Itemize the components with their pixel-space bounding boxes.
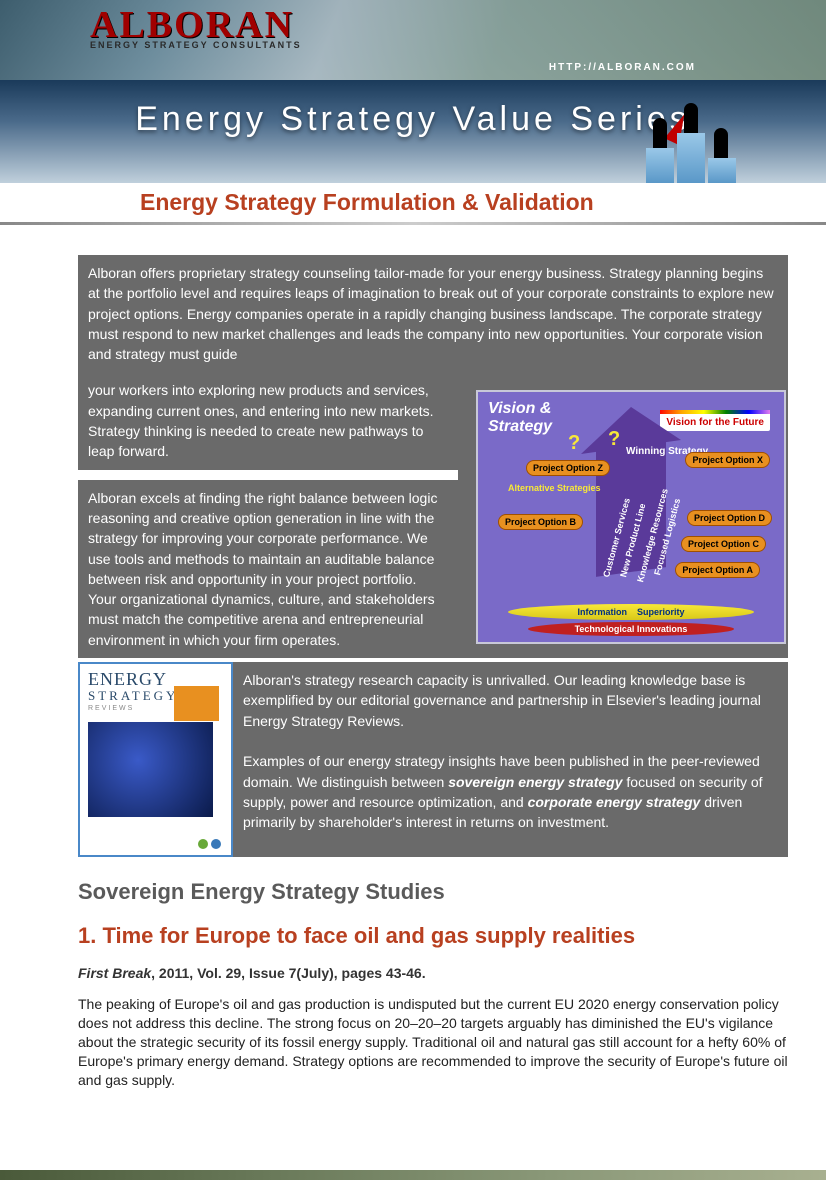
- journal-dots-icon: [198, 839, 221, 849]
- logo-tagline: ENERGY STRATEGY CONSULTANTS: [90, 40, 302, 50]
- project-option-z: Project Option Z: [526, 460, 610, 476]
- logo-text: ALBORAN: [90, 8, 302, 42]
- sovereign-strategy-em: sovereign energy strategy: [448, 774, 622, 790]
- content-area: Alboran offers proprietary strategy coun…: [0, 225, 826, 1120]
- info-superiority-band: Information Superiority: [508, 604, 754, 620]
- project-option-c: Project Option C: [681, 536, 766, 552]
- project-option-b: Project Option B: [498, 514, 583, 530]
- globe-image: [88, 722, 213, 817]
- article-citation: First Break, 2011, Vol. 29, Issue 7(July…: [78, 965, 788, 981]
- body-paragraph-1: your workers into exploring new products…: [78, 372, 458, 469]
- site-url: HTTP://ALBORAN.COM: [549, 62, 696, 73]
- alt-strategies-label: Alternative Strategies: [508, 484, 601, 493]
- footer-strip: [0, 1170, 826, 1180]
- subtitle-bar: Energy Strategy Formulation & Validation: [0, 183, 826, 225]
- article-abstract: The peaking of Europe's oil and gas prod…: [78, 995, 788, 1089]
- podium-graphic: [616, 113, 776, 183]
- corporate-strategy-em: corporate energy strategy: [528, 794, 701, 810]
- project-option-a: Project Option A: [675, 562, 760, 578]
- studies-heading: Sovereign Energy Strategy Studies: [78, 879, 788, 905]
- diagram-title: Vision &Strategy: [488, 400, 552, 435]
- question-mark-icon: ?: [608, 428, 620, 451]
- tech-innovations-band: Technological Innovations: [528, 622, 734, 636]
- journal-accent-block: [174, 686, 219, 721]
- question-mark-icon: ?: [568, 432, 580, 455]
- logo: ALBORAN ENERGY STRATEGY CONSULTANTS: [90, 8, 302, 50]
- journal-cover: ENERGY STRATEGY REVIEWS: [78, 662, 233, 857]
- page-header: ALBORAN ENERGY STRATEGY CONSULTANTS HTTP…: [0, 0, 826, 183]
- body-paragraph-2: Alboran excels at finding the right bala…: [78, 480, 458, 658]
- intro-paragraph: Alboran offers proprietary strategy coun…: [78, 255, 788, 372]
- research-paragraph: Alboran's strategy research capacity is …: [233, 662, 788, 857]
- article-heading: 1. Time for Europe to face oil and gas s…: [78, 923, 788, 949]
- vision-strategy-diagram: Vision &Strategy Vision for the Future W…: [476, 390, 786, 644]
- project-option-d: Project Option D: [687, 510, 772, 526]
- page-subtitle: Energy Strategy Formulation & Validation: [140, 189, 594, 215]
- project-option-x: Project Option X: [685, 452, 770, 468]
